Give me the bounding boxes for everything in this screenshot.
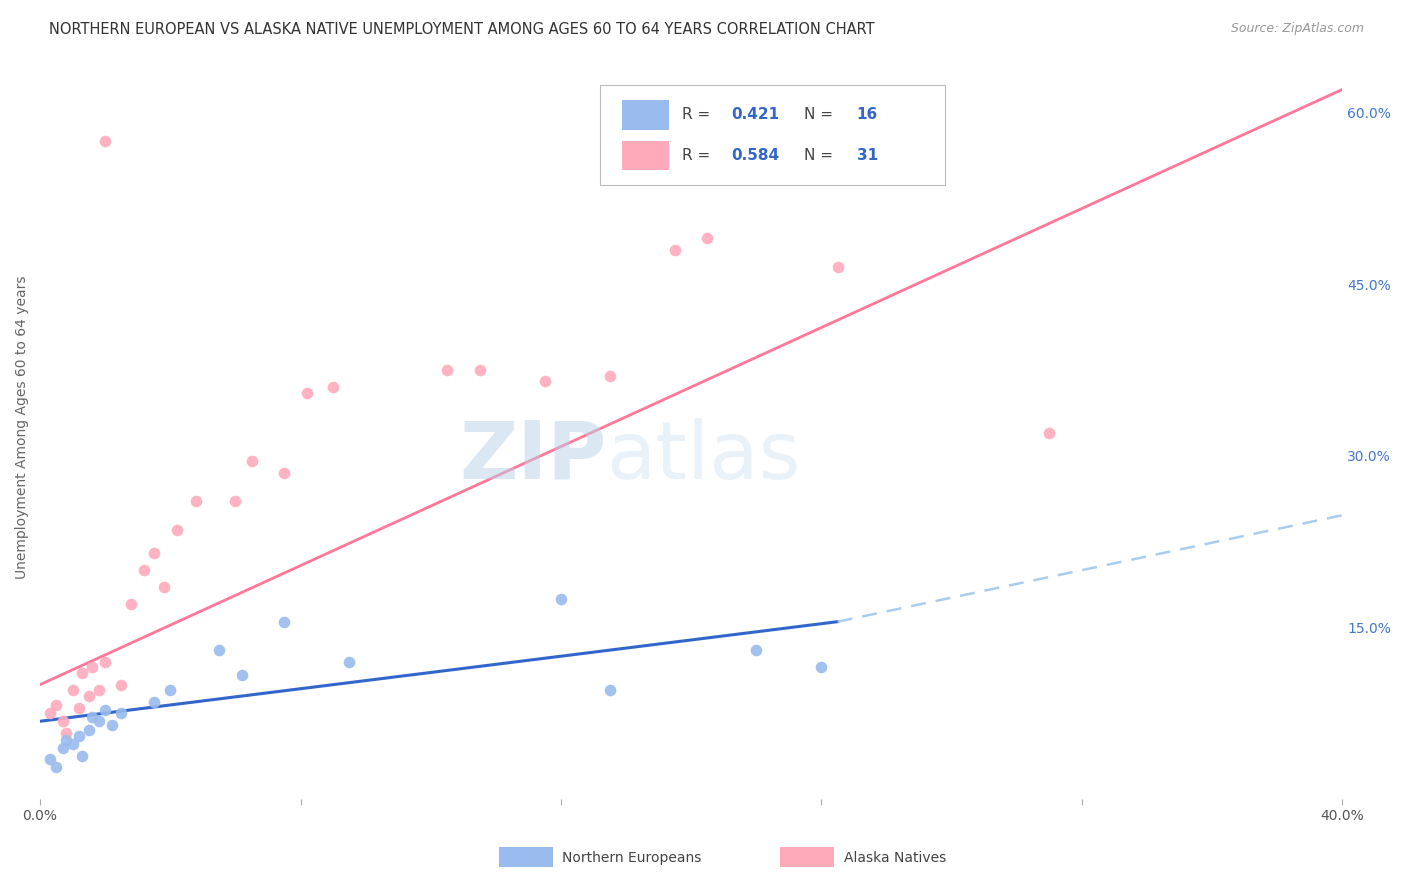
Point — [468, 363, 491, 377]
Point — [62, 683, 84, 698]
Point — [186, 494, 208, 508]
Point — [273, 466, 295, 480]
Point — [533, 374, 555, 388]
Point — [337, 655, 360, 669]
Y-axis label: Unemployment Among Ages 60 to 64 years: Unemployment Among Ages 60 to 64 years — [15, 276, 30, 579]
Point — [52, 740, 75, 755]
Point — [100, 717, 122, 731]
Text: Northern Europeans: Northern Europeans — [562, 851, 702, 865]
Point — [67, 729, 90, 743]
Point — [72, 666, 94, 681]
Point — [120, 598, 142, 612]
Point — [67, 700, 90, 714]
Text: Alaska Natives: Alaska Natives — [844, 851, 946, 865]
Point — [599, 683, 621, 698]
Point — [94, 655, 117, 669]
Text: NORTHERN EUROPEAN VS ALASKA NATIVE UNEMPLOYMENT AMONG AGES 60 TO 64 YEARS CORREL: NORTHERN EUROPEAN VS ALASKA NATIVE UNEMP… — [49, 22, 875, 37]
Point — [1038, 425, 1060, 440]
Point — [240, 454, 263, 468]
Point — [159, 683, 181, 698]
Text: Source: ZipAtlas.com: Source: ZipAtlas.com — [1230, 22, 1364, 36]
Point — [810, 660, 832, 674]
Text: 0.421: 0.421 — [731, 107, 780, 122]
Point — [52, 714, 75, 729]
Point — [153, 580, 176, 594]
Point — [87, 714, 110, 729]
Point — [82, 660, 104, 674]
Point — [599, 368, 621, 383]
Point — [322, 380, 344, 394]
Point — [38, 706, 60, 721]
Point — [696, 231, 718, 245]
Text: N =: N = — [804, 107, 838, 122]
Text: R =: R = — [682, 148, 716, 163]
Point — [87, 683, 110, 698]
Point — [72, 748, 94, 763]
Point — [55, 732, 77, 747]
Text: 0.584: 0.584 — [731, 148, 780, 163]
Point — [436, 363, 458, 377]
Point — [55, 725, 77, 739]
Text: atlas: atlas — [606, 417, 801, 496]
Text: 31: 31 — [856, 148, 877, 163]
Point — [745, 643, 768, 657]
Point — [45, 760, 67, 774]
Point — [38, 752, 60, 766]
Point — [94, 134, 117, 148]
FancyBboxPatch shape — [600, 85, 945, 186]
Text: N =: N = — [804, 148, 838, 163]
Text: R =: R = — [682, 107, 716, 122]
Point — [110, 706, 132, 721]
Point — [208, 643, 231, 657]
Point — [143, 546, 166, 560]
Text: ZIP: ZIP — [460, 417, 606, 496]
Bar — [623, 141, 669, 170]
Point — [231, 668, 253, 682]
Point — [77, 689, 100, 703]
Point — [143, 695, 166, 709]
Point — [134, 563, 156, 577]
Point — [166, 523, 188, 537]
Point — [224, 494, 246, 508]
Point — [45, 698, 67, 713]
Text: 16: 16 — [856, 107, 877, 122]
Point — [77, 723, 100, 738]
Point — [94, 703, 117, 717]
Point — [827, 260, 849, 274]
Point — [62, 737, 84, 751]
Point — [295, 385, 318, 400]
Point — [273, 615, 295, 629]
Point — [82, 709, 104, 723]
Point — [664, 243, 686, 257]
Point — [550, 591, 572, 606]
Point — [110, 678, 132, 692]
Bar — [623, 100, 669, 129]
